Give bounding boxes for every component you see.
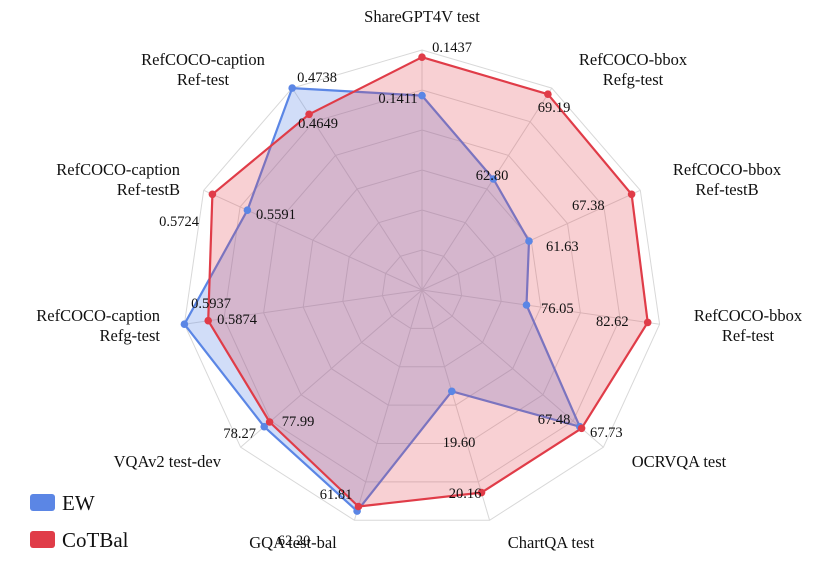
legend-label-cotbal: CoTBal [62, 528, 129, 552]
legend-swatch-cotbal [30, 531, 55, 548]
value-label-cotbal: 0.5874 [217, 312, 258, 328]
data-point-ew [522, 301, 531, 309]
value-label-ew: 62.80 [476, 168, 509, 184]
series-layer [180, 53, 652, 515]
grid-spoke [184, 289, 423, 325]
axis-label: RefCOCO-caption [141, 50, 265, 69]
value-label-ew: 0.5591 [256, 207, 296, 223]
value-label-ew: 19.60 [443, 435, 476, 451]
legend-label-ew: EW [62, 491, 95, 515]
value-label-cotbal: 0.1437 [432, 40, 472, 56]
value-label-ew: 67.48 [538, 412, 571, 428]
axis-label: RefCOCO-caption [56, 160, 180, 179]
value-label-cotbal: 0.5724 [159, 214, 200, 230]
value-label-ew: 0.5937 [191, 296, 231, 312]
data-point-ew [448, 387, 456, 396]
value-label-cotbal: 61.81 [320, 487, 353, 503]
value-label-cotbal: 67.38 [572, 198, 605, 214]
value-label-ew: 0.1411 [378, 91, 417, 107]
axis-label: ChartQA test [508, 533, 595, 552]
data-point-cotbal [477, 488, 486, 497]
data-point-ew [489, 175, 498, 183]
data-point-ew [260, 422, 269, 431]
data-point-cotbal [204, 316, 212, 325]
value-labels: 0.1411 62.80 61.63 76.05 67.48 19.60 62.20 78.2… [159, 40, 629, 549]
grid-spoke [421, 289, 660, 325]
data-point-ew [525, 237, 533, 245]
grid-spoke [353, 289, 423, 521]
axis-label: Ref-testB [117, 180, 180, 199]
series-area-cotbal [207, 56, 649, 508]
value-label-cotbal: 0.4649 [298, 116, 338, 132]
data-point-cotbal [627, 190, 636, 199]
value-label-ew: 76.05 [541, 301, 574, 317]
data-point-cotbal [544, 90, 552, 98]
data-point-ew [180, 320, 189, 329]
data-point-cotbal [354, 502, 363, 511]
axis-label: OCRVQA test [632, 452, 727, 471]
value-label-ew: 62.20 [278, 533, 311, 549]
value-label-ew: 61.63 [546, 239, 579, 255]
grid-ring [263, 129, 581, 444]
axis-label: Refg-test [100, 326, 161, 345]
series-area-ew [183, 86, 581, 513]
data-point-cotbal [208, 190, 217, 199]
data-point-ew [418, 91, 426, 100]
axis-label: VQAv2 test-dev [114, 452, 222, 471]
grid-spoke [203, 189, 423, 291]
grid-ring [381, 249, 463, 329]
data-point-cotbal [418, 53, 426, 61]
value-label-cotbal: 82.62 [596, 314, 629, 330]
data-point-cotbal [643, 318, 652, 327]
data-point-cotbal [265, 418, 274, 426]
axis-labels: ShareGPT4V testRefCOCO-bboxRefg-testRefC… [36, 7, 803, 552]
axis-label: Ref-test [722, 326, 775, 345]
grid-ring [342, 209, 502, 368]
data-point-ew [288, 84, 297, 92]
axis-label: GQA test-bal [249, 533, 337, 552]
axis-label: RefCOCO-bbox [694, 306, 803, 325]
data-point-cotbal [577, 424, 586, 433]
axis-label: Ref-test [177, 70, 230, 89]
grid-spoke [421, 289, 491, 521]
value-label-cotbal: 20.16 [449, 486, 482, 502]
data-point-cotbal [305, 110, 313, 119]
legend-swatch-ew [30, 494, 55, 511]
grid-spoke [421, 87, 553, 291]
value-label-ew: 0.4738 [297, 70, 337, 86]
axis-label: RefCOCO-bbox [579, 50, 688, 69]
value-label-cotbal: 69.19 [538, 100, 571, 116]
value-label-cotbal: 77.99 [282, 414, 315, 430]
grid-ring [223, 89, 621, 483]
data-point-ew [243, 206, 252, 214]
axis-label: Refg-test [603, 70, 664, 89]
axis-label: ShareGPT4V test [364, 7, 480, 26]
legend: EW CoTBal [30, 491, 129, 552]
axis-label: Ref-testB [695, 180, 758, 199]
grid-spoke [421, 289, 604, 448]
grid-ring [183, 49, 661, 521]
axis-label: RefCOCO-bbox [673, 160, 782, 179]
value-label-cotbal: 67.73 [590, 425, 623, 441]
axis-label: RefCOCO-caption [36, 306, 160, 325]
value-label-ew: 78.27 [223, 426, 256, 442]
grid-spoke [291, 87, 423, 291]
